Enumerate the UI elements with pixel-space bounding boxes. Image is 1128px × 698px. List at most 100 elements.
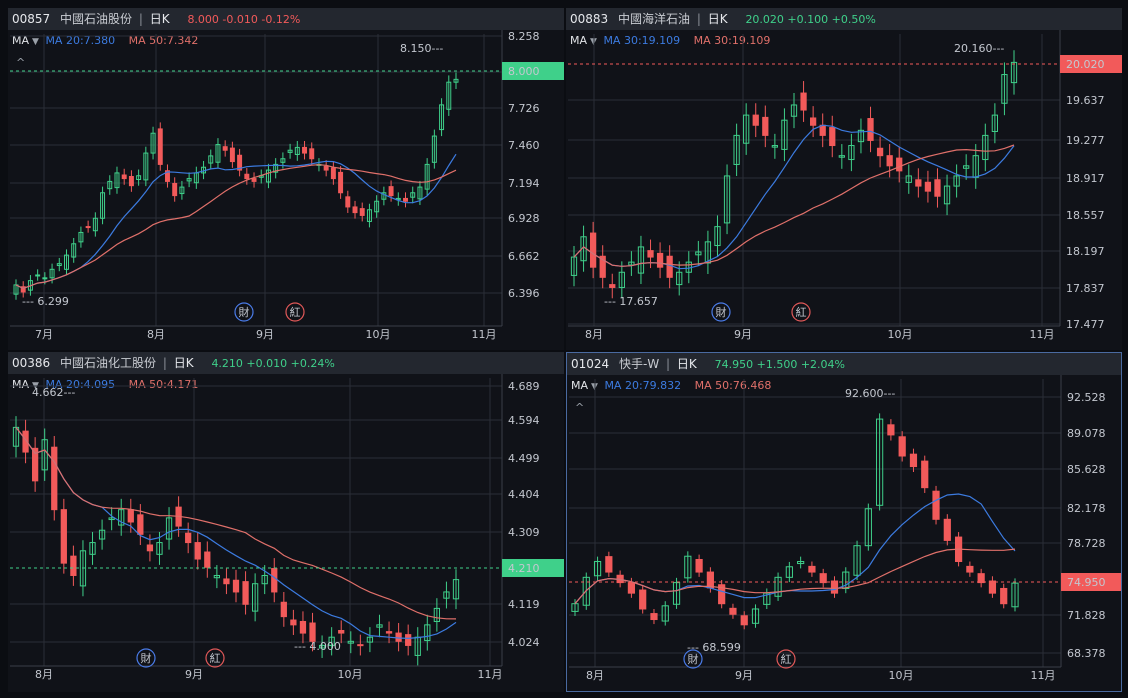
ma-indicator-row: MA ▼ MA 30:19.109 MA 30:19.109	[570, 34, 770, 47]
date-tick-label: 8月	[585, 328, 603, 341]
price-tick-label: 4.119	[508, 598, 540, 611]
candlestick-chart[interactable]: 8.258 8.000 7.726 7.460 7.194 6.928 6.662 6.396…	[8, 8, 564, 350]
candle-body	[808, 565, 816, 573]
timeframe-selector[interactable]: 日K	[707, 12, 728, 26]
candle-body	[829, 127, 836, 147]
candle-body	[647, 250, 654, 258]
candle-body	[137, 514, 144, 535]
collapse-chevron-icon[interactable]: ^	[16, 56, 26, 69]
panel-header[interactable]: 00857 中國石油股份 | 日K 8.000 -0.010 -0.12%	[8, 8, 564, 30]
candle-body	[395, 632, 402, 642]
price-tick-label: 7.460	[508, 139, 540, 152]
candle-body	[853, 545, 861, 576]
candle-body	[357, 644, 364, 647]
candlestick-chart[interactable]: 92.528 89.078 85.628 82.178 78.728 71.828 68.3…	[567, 353, 1122, 692]
candle-body	[287, 149, 293, 153]
candle-body	[672, 582, 681, 605]
chart-panel-00883[interactable]: 00883 中國海洋石油 | 日K 20.020 +0.100 +0.50% M…	[566, 8, 1122, 350]
panel-header[interactable]: 00386 中國石油化工股份 | 日K 4.210 +0.010 +0.24%	[8, 352, 564, 374]
panel-header[interactable]: 01024 快手-W | 日K 74.950 +1.500 +2.04%	[567, 353, 1121, 375]
ma-long-line	[15, 164, 457, 290]
candle-body	[924, 181, 932, 192]
chart-panel-00386[interactable]: 00386 中國石油化工股份 | 日K 4.210 +0.010 +0.24% …	[8, 352, 564, 692]
ma-toggle[interactable]: MA	[571, 379, 589, 392]
candle-body	[186, 178, 192, 182]
candle-body	[366, 209, 372, 222]
chart-panel-01024[interactable]: 01024 快手-W | 日K 74.950 +1.500 +2.04% MA ▼…	[566, 352, 1122, 692]
price-tick-label: 4.689	[508, 380, 540, 393]
earnings-badge-label: 財	[716, 305, 727, 319]
caret-down-icon[interactable]: ▼	[32, 37, 39, 47]
candle-body	[323, 166, 329, 171]
candle-body	[934, 179, 941, 197]
date-tick-label: 9月	[734, 328, 752, 341]
price-tick-label: 4.499	[508, 452, 540, 465]
last-price-tag	[1060, 55, 1122, 73]
ma-short-value: MA 20:7.380	[45, 34, 116, 47]
candle-body	[85, 226, 91, 229]
low-price-marker: --- 17.657	[604, 295, 658, 308]
timeframe-selector[interactable]: 日K	[149, 12, 170, 26]
price-tick-label: 18.917	[1066, 172, 1105, 185]
collapse-chevron-icon[interactable]: ^	[575, 401, 585, 414]
separator: |	[666, 357, 671, 371]
price-tick-label: 8.258	[508, 30, 540, 43]
timeframe-selector[interactable]: 日K	[173, 356, 194, 370]
candle-body	[146, 544, 154, 552]
ma-long-line	[574, 548, 1016, 605]
price-quote: 8.000 -0.010 -0.12%	[187, 13, 301, 26]
last-price-tag-label: 4.210	[508, 562, 540, 575]
candle-body	[156, 542, 163, 555]
candle-body	[108, 517, 115, 521]
last-price-tag-label: 20.020	[1066, 58, 1105, 71]
candle-body	[988, 580, 997, 594]
price-quote: 74.950 +1.500 +2.04%	[714, 358, 845, 371]
candle-body	[41, 439, 48, 471]
candle-body	[431, 135, 437, 163]
caret-down-icon[interactable]: ▼	[591, 382, 598, 392]
candlestick-chart[interactable]: 4.689 4.594 4.499 4.404 4.309 4.119 4.024 8月 9月 1…	[8, 352, 564, 692]
ma-long-value: MA 50:4.171	[128, 378, 199, 391]
price-tick-label: 19.277	[1066, 134, 1105, 147]
candle-body	[56, 263, 62, 267]
candle-body	[244, 173, 250, 180]
candle-body	[213, 574, 221, 579]
date-tick-label: 10月	[366, 328, 391, 341]
candle-body	[345, 196, 351, 208]
price-tick-label: 89.078	[1067, 427, 1106, 440]
ma-toggle[interactable]: MA	[12, 34, 30, 47]
ma-toggle[interactable]: MA	[570, 34, 588, 47]
timeframe-selector[interactable]: 日K	[676, 357, 697, 371]
candle-body	[70, 555, 77, 576]
candle-body	[215, 144, 221, 163]
candle-body	[64, 254, 69, 270]
high-price-marker: 8.150---	[400, 42, 443, 55]
price-tick-label: 71.828	[1067, 609, 1106, 622]
candle-body	[582, 576, 590, 606]
candle-body	[433, 607, 441, 622]
earnings-badge	[136, 648, 156, 668]
chart-panel-00857[interactable]: 00857 中國石油股份 | 日K 8.000 -0.010 -0.12% MA…	[8, 8, 564, 350]
caret-down-icon[interactable]: ▼	[590, 37, 597, 47]
candle-body	[403, 197, 408, 202]
panel-header[interactable]: 00883 中國海洋石油 | 日K 20.020 +0.100 +0.50%	[566, 8, 1122, 30]
candle-body	[204, 551, 211, 568]
candle-body	[443, 591, 450, 599]
candle-body	[280, 601, 287, 618]
candlestick-chart[interactable]: 19.637 19.277 18.917 18.557 18.197 17.837 17.4…	[566, 8, 1122, 350]
dividend-badge-label: 紅	[210, 652, 221, 665]
date-tick-label: 9月	[256, 328, 274, 341]
candle-body	[302, 146, 308, 154]
candle-body	[20, 286, 26, 293]
candle-body	[695, 251, 702, 256]
candle-body	[290, 619, 297, 626]
candle-body	[1011, 582, 1019, 608]
date-tick-label: 9月	[185, 668, 203, 681]
price-tick-label: 17.837	[1066, 282, 1105, 295]
last-price-tag-label: 74.950	[1067, 576, 1106, 589]
candle-body	[237, 154, 243, 171]
date-tick-label: 11月	[478, 668, 503, 681]
ma-toggle[interactable]: MA	[12, 378, 30, 391]
high-price-marker: 20.160---	[954, 42, 1004, 55]
candle-body	[261, 574, 268, 585]
